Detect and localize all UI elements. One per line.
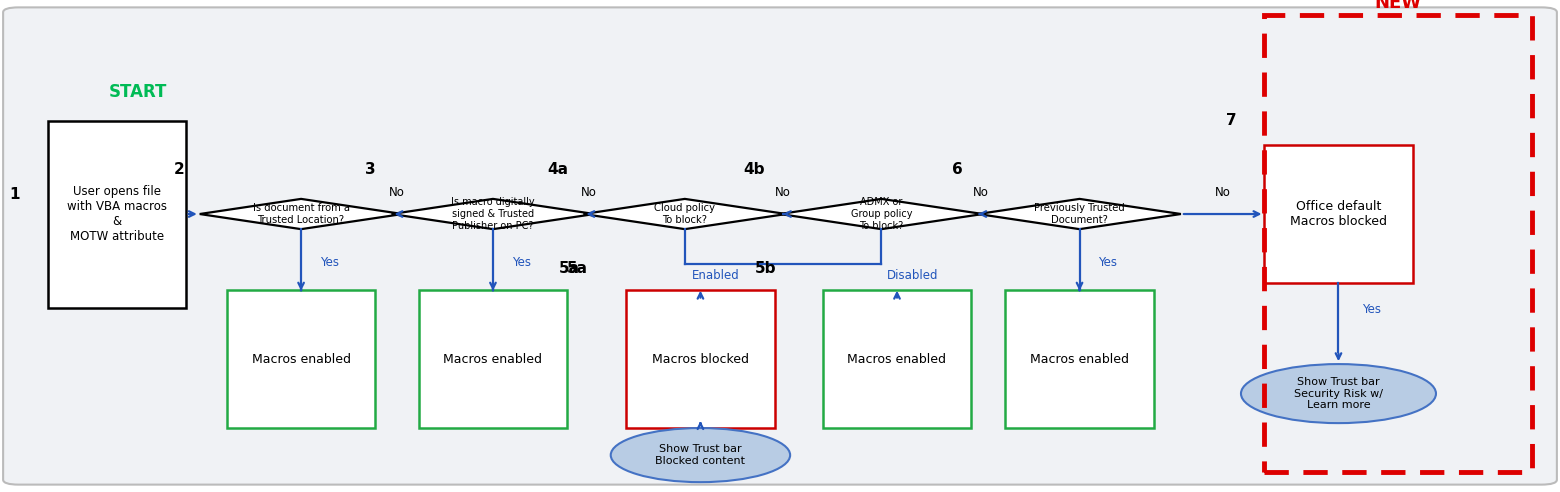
FancyBboxPatch shape — [1265, 145, 1413, 283]
Text: Is document from a
Trusted Location?: Is document from a Trusted Location? — [253, 203, 349, 225]
Text: No: No — [1215, 186, 1231, 199]
Text: Enabled: Enabled — [693, 269, 739, 281]
Text: Macros enabled: Macros enabled — [847, 353, 947, 366]
Text: 5a: 5a — [566, 261, 587, 276]
Text: 4b: 4b — [743, 162, 764, 177]
Text: Disabled: Disabled — [886, 269, 939, 281]
FancyBboxPatch shape — [418, 290, 568, 428]
FancyBboxPatch shape — [824, 290, 970, 428]
Text: 1: 1 — [9, 187, 20, 202]
Text: NEW: NEW — [1374, 0, 1421, 12]
Text: Yes: Yes — [1098, 256, 1117, 269]
Polygon shape — [200, 199, 402, 229]
Text: 4a: 4a — [548, 162, 568, 177]
Text: Is macro digitally
signed & Trusted
Publisher on PC?: Is macro digitally signed & Trusted Publ… — [451, 197, 535, 231]
FancyBboxPatch shape — [627, 290, 775, 428]
Text: ADMX or
Group policy
To block?: ADMX or Group policy To block? — [850, 197, 913, 231]
Ellipse shape — [1242, 364, 1435, 423]
Text: 3: 3 — [365, 162, 376, 177]
Text: No: No — [775, 186, 791, 199]
Text: Previously Trusted
Document?: Previously Trusted Document? — [1034, 203, 1125, 225]
Text: Yes: Yes — [1362, 303, 1381, 315]
Text: No: No — [972, 186, 989, 199]
Text: Macros enabled: Macros enabled — [1030, 353, 1129, 366]
Text: 6: 6 — [952, 162, 963, 177]
Text: Yes: Yes — [512, 256, 530, 269]
FancyBboxPatch shape — [48, 121, 186, 308]
Text: Macros blocked: Macros blocked — [652, 353, 749, 366]
Text: 5a: 5a — [558, 261, 580, 276]
Text: Yes: Yes — [320, 256, 339, 269]
Text: 5b: 5b — [755, 261, 775, 276]
Polygon shape — [978, 199, 1181, 229]
Text: START: START — [109, 83, 167, 101]
Text: Macros enabled: Macros enabled — [251, 353, 351, 366]
Text: Show Trust bar
Security Risk w/
Learn more: Show Trust bar Security Risk w/ Learn mo… — [1293, 377, 1384, 410]
Text: Cloud policy
To block?: Cloud policy To block? — [654, 203, 716, 225]
Ellipse shape — [612, 428, 791, 482]
Polygon shape — [392, 199, 594, 229]
Polygon shape — [780, 199, 983, 229]
Text: 7: 7 — [1226, 113, 1236, 128]
FancyBboxPatch shape — [228, 290, 374, 428]
Text: Show Trust bar
Blocked content: Show Trust bar Blocked content — [655, 444, 746, 466]
Text: Office default
Macros blocked: Office default Macros blocked — [1290, 200, 1387, 228]
FancyBboxPatch shape — [1005, 290, 1153, 428]
Polygon shape — [583, 199, 786, 229]
Text: Macros enabled: Macros enabled — [443, 353, 543, 366]
Text: No: No — [580, 186, 597, 199]
Text: User opens file
with VBA macros
&
MOTW attribute: User opens file with VBA macros & MOTW a… — [67, 185, 167, 243]
FancyBboxPatch shape — [3, 7, 1557, 485]
Text: No: No — [388, 186, 406, 199]
Text: 2: 2 — [173, 162, 184, 177]
